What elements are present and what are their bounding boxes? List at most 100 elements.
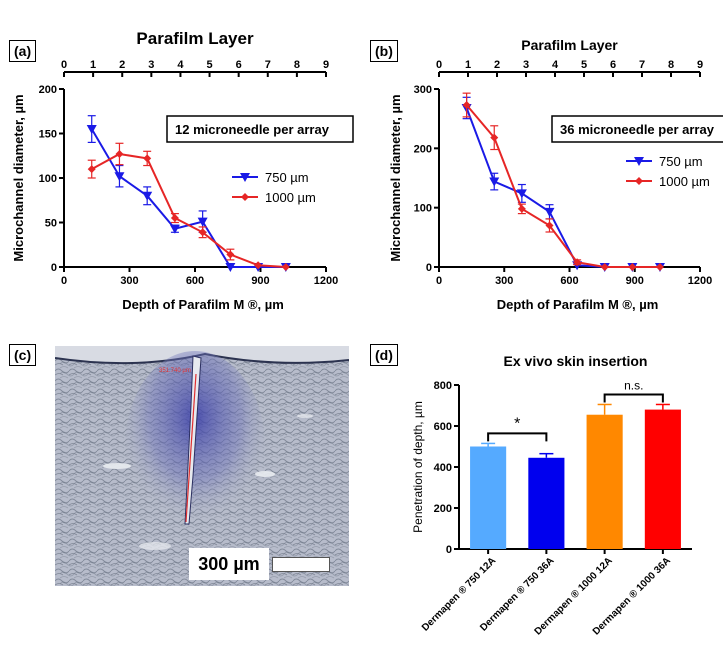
data-point-a-1 [198, 228, 207, 237]
series-line-a-1 [91, 152, 286, 268]
annotation-box-b [551, 115, 723, 143]
top-tick-label-a: 4 [177, 59, 184, 71]
chart-title-a: Parafilm Layer [136, 29, 254, 48]
chart-b: Parafilm Layer 0 1 2 3 4 5 6 7 8 9 0 100 200 300 0 300 60… [388, 37, 723, 312]
legend-marker-a-0 [240, 173, 250, 182]
significance-bracket-1 [603, 393, 664, 403]
data-point-a-0 [225, 263, 236, 272]
top-tick-label-b: 4 [552, 59, 559, 71]
bar-3 [644, 409, 681, 549]
panel-label-a: (a) [9, 40, 37, 62]
panel-label-d: (d) [370, 344, 398, 366]
data-point-a-1 [143, 154, 152, 163]
top-tick-label-a: 9 [323, 59, 329, 71]
series-line-a-0 [90, 128, 286, 268]
y-tick-label-d: 800 [434, 380, 452, 392]
y-tick-label-a: 50 [45, 218, 57, 230]
data-point-a-1 [254, 261, 263, 270]
data-point-a-1 [226, 250, 235, 259]
panel-label-c: (c) [9, 344, 37, 366]
x-tick-label-a: 600 [186, 275, 204, 287]
x-tick-label-b: 900 [626, 275, 644, 287]
data-point-a-0 [114, 172, 125, 182]
data-point-b-0 [489, 177, 500, 187]
y-tick-label-b: 100 [414, 203, 432, 215]
bar-0 [470, 446, 507, 549]
chart-a: Parafilm Layer 0 1 2 3 4 5 6 7 8 9 0 50 100 150 200 0 300… [11, 29, 354, 312]
top-tick-label-b: 3 [523, 59, 529, 71]
significance-label-0: * [514, 415, 520, 432]
data-point-b-1 [517, 204, 526, 213]
top-tick-label-a: 1 [90, 59, 96, 71]
data-point-b-1 [600, 263, 609, 271]
data-point-b-1 [545, 221, 554, 230]
y-tick-label-b: 0 [426, 262, 432, 274]
legend-label-b-1: 1000 µm [659, 174, 710, 189]
annotation-text-b: 36 microneedle per array [560, 122, 715, 137]
y-tick-label-d: 600 [434, 421, 452, 433]
top-tick-label-b: 2 [494, 59, 500, 71]
top-tick-label-a: 3 [148, 59, 154, 71]
chart-title-d: Ex vivo skin insertion [504, 353, 648, 369]
panel-d: Ex vivo skin insertion 0 200 400 600 800 Penet… [362, 330, 723, 669]
top-tick-label-b: 1 [465, 59, 471, 71]
y-tick-label-a: 0 [51, 262, 57, 274]
y-tick-label-d: 400 [434, 462, 452, 474]
data-point-b-1 [573, 258, 582, 267]
x-tick-label-b: 0 [436, 275, 442, 287]
bar-1 [528, 457, 565, 549]
y-tick-label-a: 100 [39, 173, 57, 185]
top-tick-label-a: 2 [119, 59, 125, 71]
legend-marker-b-0 [634, 157, 644, 166]
data-point-a-1 [170, 214, 179, 223]
top-tick-label-b: 5 [581, 59, 587, 71]
y-tick-label-b: 300 [414, 84, 432, 96]
panel-a: Parafilm Layer 0 1 2 3 4 5 6 7 8 9 0 50 100 150 200 0 300… [0, 0, 362, 330]
data-point-b-1 [655, 263, 664, 271]
data-point-a-1 [87, 165, 96, 174]
chart-title-b: Parafilm Layer [521, 37, 618, 53]
x-axis-label-a: Depth of Parafilm M ®, µm [122, 297, 284, 312]
y-axis-label-b: Microchannel diameter, µm [388, 94, 403, 261]
top-tick-label-b: 7 [639, 59, 645, 71]
top-tick-label-a: 6 [236, 59, 242, 71]
top-tick-label-b: 9 [697, 59, 703, 71]
data-point-a-1 [115, 149, 124, 158]
legend-marker-b-1 [635, 177, 643, 185]
y-axis-label-d: Penetration of depth, µm [411, 401, 425, 533]
annotation-text-a: 12 microneedle per array [175, 122, 330, 137]
top-tick-label-a: 0 [61, 59, 67, 71]
y-tick-label-d: 0 [446, 544, 452, 556]
data-point-a-0 [197, 217, 208, 227]
data-point-b-1 [628, 263, 637, 271]
data-point-b-1 [490, 133, 499, 142]
micrograph-image: 351.740 µm [55, 346, 349, 586]
x-tick-label-b: 600 [560, 275, 578, 287]
data-point-b-0 [516, 189, 527, 199]
data-point-a-0 [169, 224, 180, 234]
y-tick-label-a: 200 [39, 84, 57, 96]
data-point-a-0 [142, 191, 153, 201]
top-tick-label-a: 5 [206, 59, 212, 71]
top-tick-label-a: 8 [294, 59, 300, 71]
scale-bar-label: 300 µm [189, 548, 269, 580]
legend-label-b-0: 750 µm [659, 154, 703, 169]
x-tick-label-a: 300 [120, 275, 138, 287]
x-tick-label-a: 1200 [314, 275, 338, 287]
data-point-a-0 [86, 125, 97, 135]
panel-label-b: (b) [370, 40, 398, 62]
top-tick-label-a: 7 [265, 59, 271, 71]
y-axis-label-a: Microchannel diameter, µm [11, 94, 26, 261]
x-tick-label-a: 900 [251, 275, 269, 287]
y-tick-label-d: 200 [434, 503, 452, 515]
top-tick-label-b: 0 [436, 59, 442, 71]
chart-d: Ex vivo skin insertion 0 200 400 600 800 Penet… [411, 353, 692, 638]
data-point-b-1 [462, 101, 471, 110]
significance-label-1: n.s. [624, 378, 643, 392]
annotation-box-a [166, 115, 354, 143]
legend-label-a-0: 750 µm [265, 170, 309, 185]
series-line-b-1 [465, 104, 660, 268]
x-tick-label-b: 1200 [688, 275, 712, 287]
significance-bracket-0 [487, 432, 548, 442]
scale-bar [272, 557, 330, 572]
